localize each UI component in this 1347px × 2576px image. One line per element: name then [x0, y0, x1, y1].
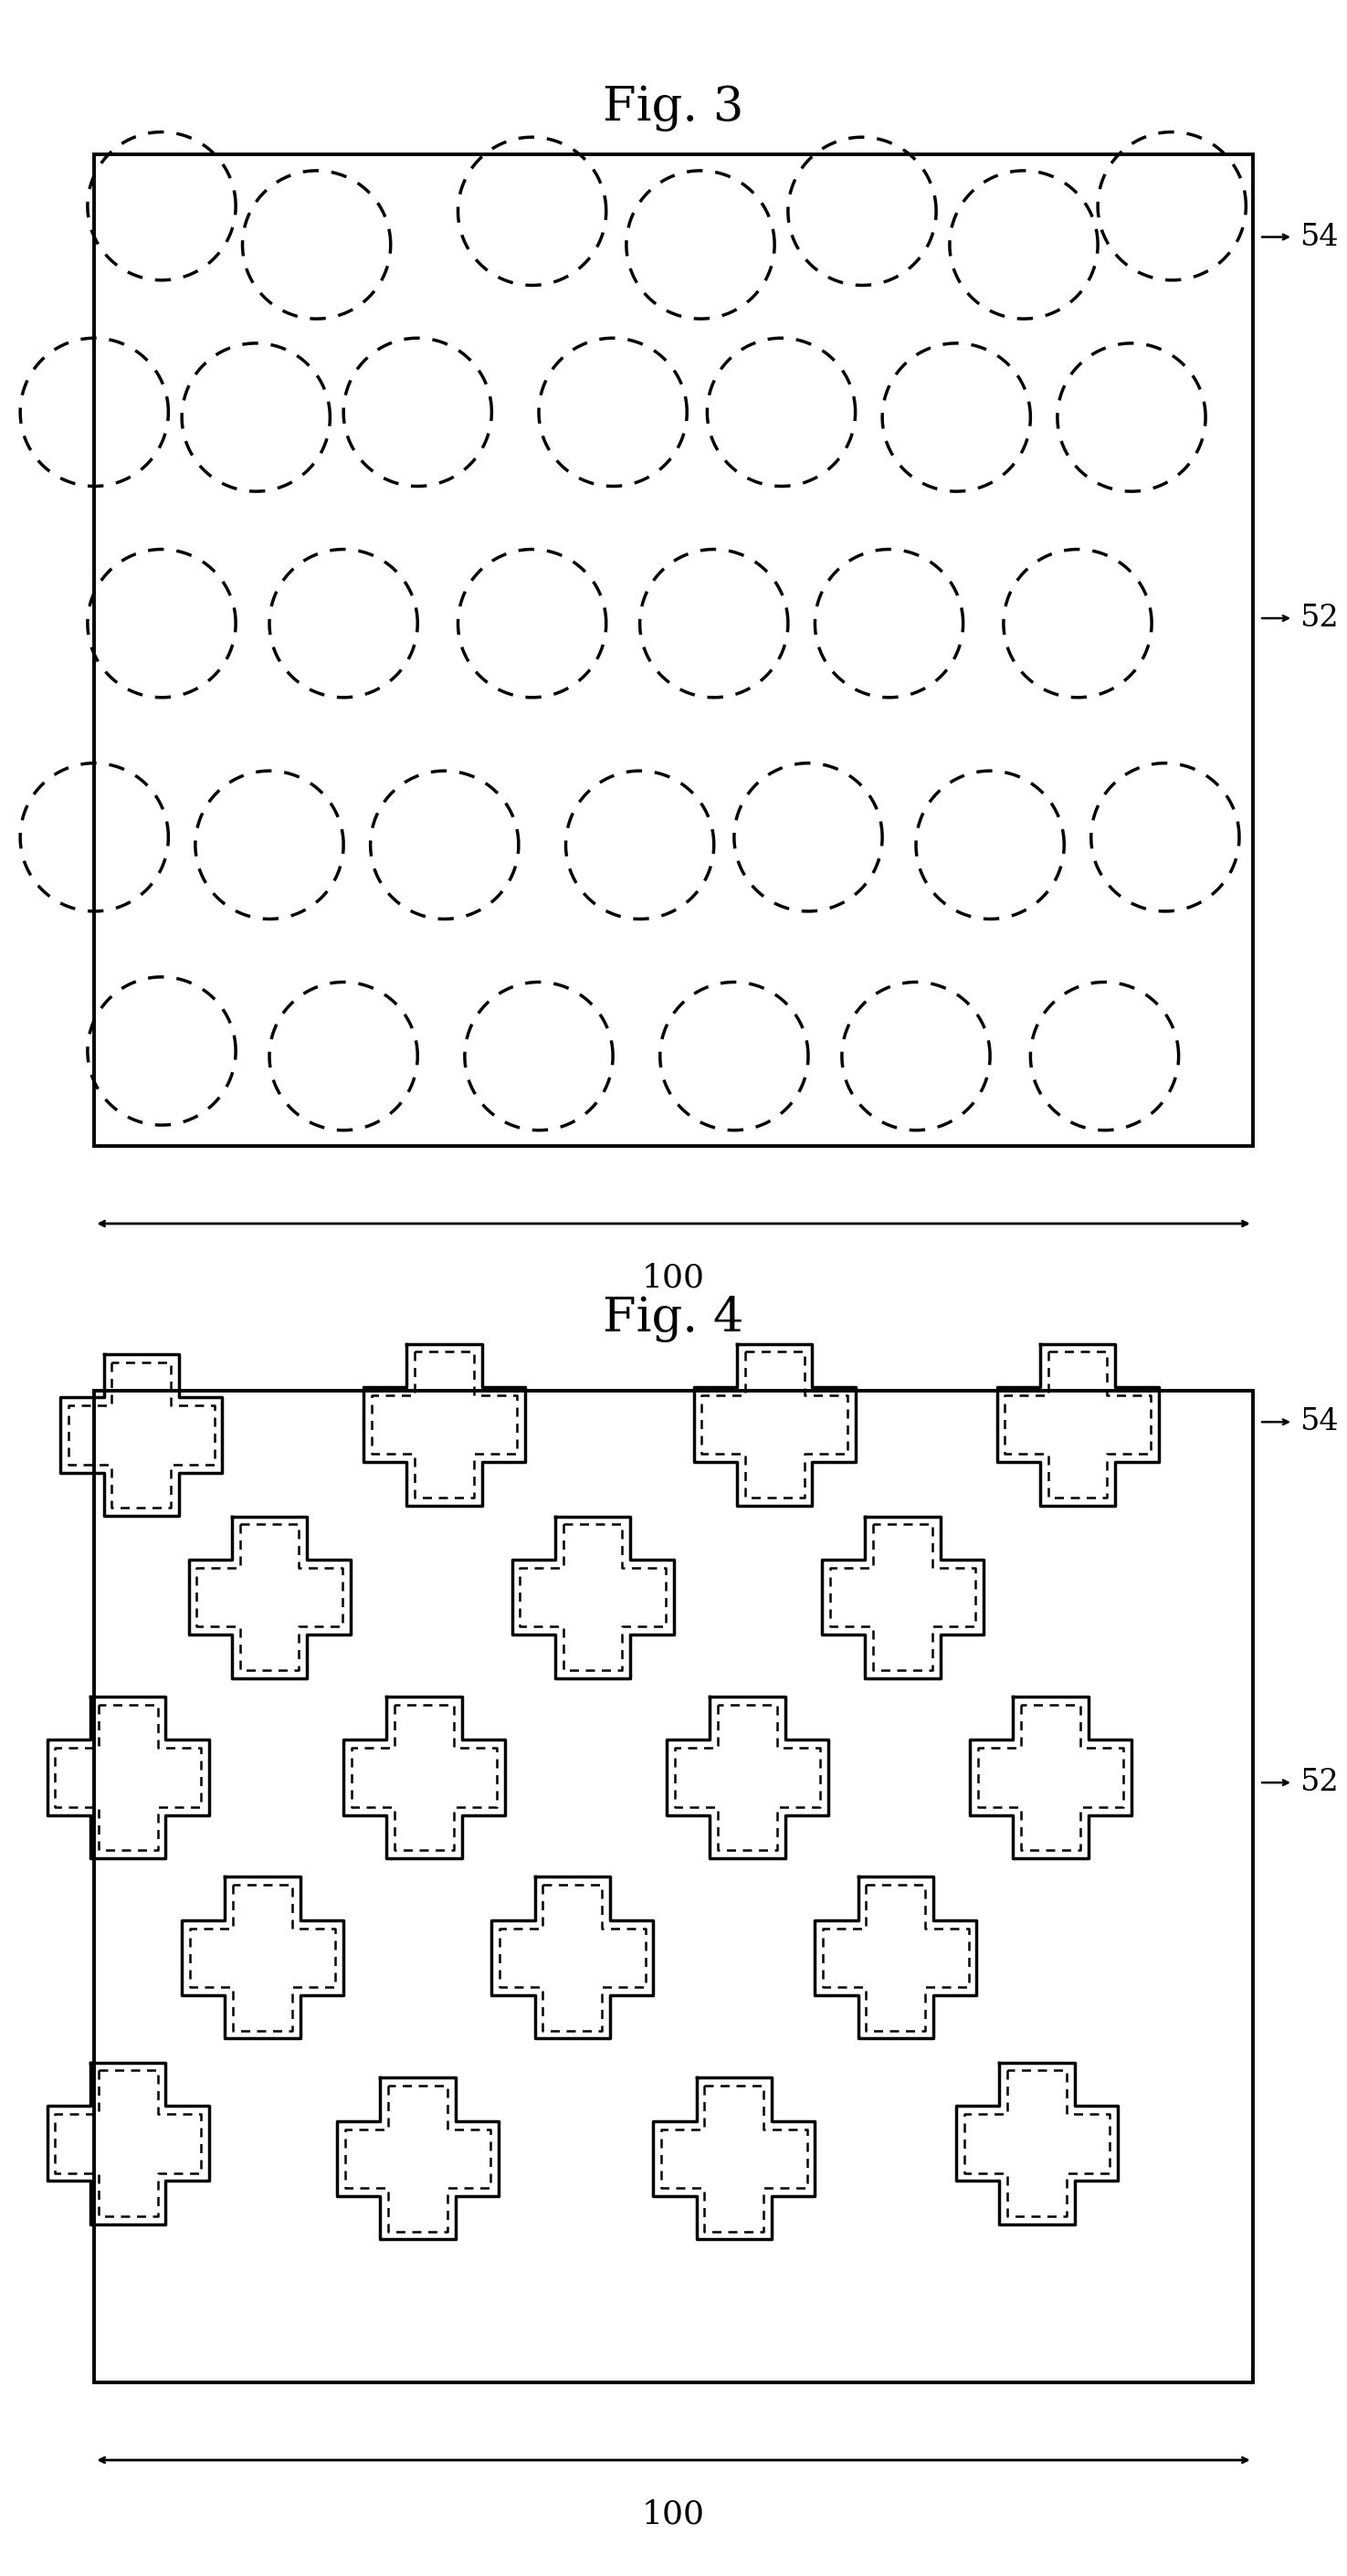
Text: 100: 100 [643, 1262, 704, 1293]
Bar [94, 1391, 1253, 2383]
Text: 54: 54 [1300, 1406, 1339, 1437]
Text: 100: 100 [643, 2499, 704, 2530]
Text: Fig. 4: Fig. 4 [603, 1296, 744, 1342]
Text: 54: 54 [1300, 222, 1339, 252]
Bar [94, 155, 1253, 1146]
Text: 52: 52 [1300, 1767, 1339, 1798]
Text: 52: 52 [1300, 603, 1339, 634]
Text: Fig. 3: Fig. 3 [603, 85, 744, 131]
